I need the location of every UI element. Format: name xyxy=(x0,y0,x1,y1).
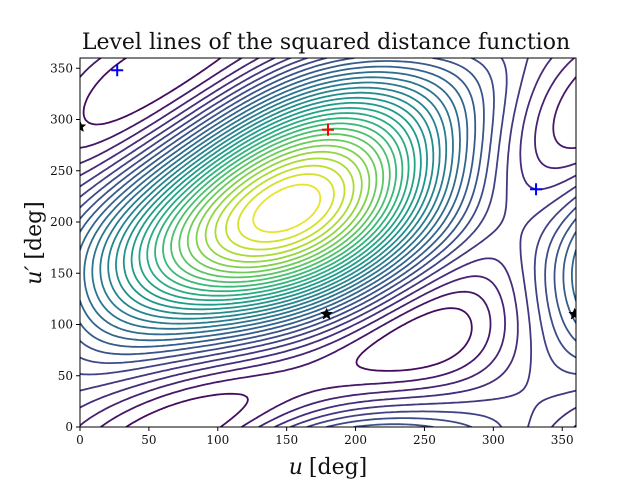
y-axis-label: u′[deg] xyxy=(22,201,47,285)
x-axis-ticks: 0 50 100 150 200 250 300 350 xyxy=(76,427,574,447)
contour-level xyxy=(214,157,355,257)
contour-level xyxy=(107,86,441,320)
x-tick-label: 0 xyxy=(76,433,84,447)
y-tick-label: 0 xyxy=(65,420,73,434)
contour-level xyxy=(80,65,576,342)
y-tick-label: 50 xyxy=(58,369,73,383)
x-tick-label: 100 xyxy=(206,433,229,447)
contour-level xyxy=(195,144,371,269)
x-tick-label: 50 xyxy=(141,433,156,447)
x-tick-label: 350 xyxy=(551,433,574,447)
y-tick-label: 200 xyxy=(50,215,73,229)
saddle-marker xyxy=(320,307,333,320)
minimum-marker xyxy=(111,64,124,77)
contour-level xyxy=(138,107,416,302)
saddle-marker xyxy=(568,307,576,320)
contour-level xyxy=(146,112,410,297)
contour-level xyxy=(186,138,378,274)
maximum-marker xyxy=(322,123,334,136)
y-tick-label: 350 xyxy=(50,61,73,75)
contour-level xyxy=(204,150,363,263)
x-tick-label: 150 xyxy=(275,433,298,447)
x-tick-label: 200 xyxy=(344,433,367,447)
minimum-marker xyxy=(530,183,543,196)
y-tick-label: 100 xyxy=(50,318,73,332)
x-tick-label: 300 xyxy=(482,433,505,447)
contour-lines xyxy=(80,58,576,427)
contour-level xyxy=(115,91,435,315)
x-axis-label: u [deg] xyxy=(289,455,368,480)
x-tick-label: 250 xyxy=(413,433,436,447)
contour-level xyxy=(99,81,448,325)
contour-level xyxy=(91,76,454,330)
plot-frame xyxy=(79,57,577,428)
y-axis-ticks: 0 50 100 150 200 250 300 350 xyxy=(50,61,80,434)
contour-level xyxy=(154,117,404,293)
contour-level xyxy=(178,133,385,279)
contour-level xyxy=(83,71,461,336)
contour-level xyxy=(225,164,346,251)
contour-level xyxy=(130,102,422,306)
contour-level xyxy=(122,96,428,311)
contour-level xyxy=(162,122,397,288)
contour-level xyxy=(252,183,322,233)
y-tick-label: 250 xyxy=(50,164,73,178)
contour-level xyxy=(170,127,391,283)
critical-point-markers xyxy=(80,64,576,320)
contour-level xyxy=(237,173,335,243)
y-tick-label: 300 xyxy=(50,113,73,127)
y-tick-label: 150 xyxy=(50,266,73,280)
saddle-marker xyxy=(80,120,87,133)
chart-title: Level lines of the squared distance func… xyxy=(82,30,570,55)
